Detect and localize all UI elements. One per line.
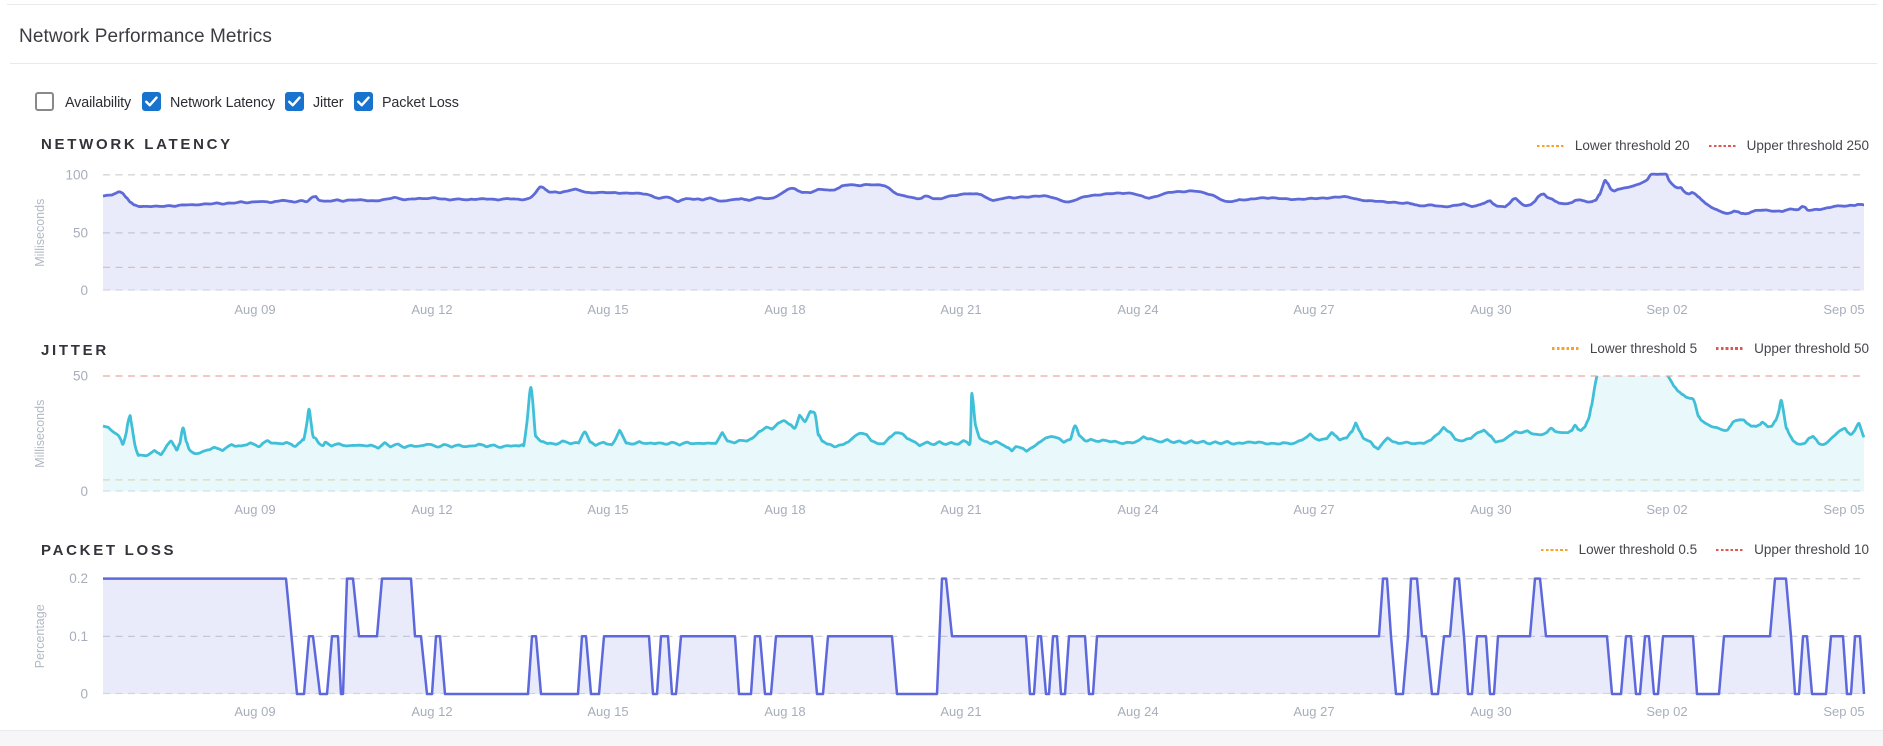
svg-text:Milliseconds: Milliseconds bbox=[33, 199, 47, 267]
svg-text:Aug 30: Aug 30 bbox=[1470, 704, 1511, 719]
svg-text:Sep 02: Sep 02 bbox=[1646, 502, 1687, 517]
svg-text:0: 0 bbox=[80, 283, 88, 298]
svg-text:0.1: 0.1 bbox=[69, 629, 88, 644]
svg-text:0: 0 bbox=[80, 484, 88, 499]
svg-text:Sep 05: Sep 05 bbox=[1823, 502, 1864, 517]
svg-text:Aug 18: Aug 18 bbox=[764, 302, 805, 317]
svg-text:Sep 02: Sep 02 bbox=[1646, 704, 1687, 719]
svg-text:Aug 15: Aug 15 bbox=[587, 502, 628, 517]
svg-text:Aug 12: Aug 12 bbox=[411, 302, 452, 317]
svg-text:Aug 09: Aug 09 bbox=[234, 704, 275, 719]
svg-text:Sep 05: Sep 05 bbox=[1823, 302, 1864, 317]
svg-text:50: 50 bbox=[73, 225, 88, 240]
svg-text:50: 50 bbox=[73, 369, 88, 384]
svg-text:Aug 30: Aug 30 bbox=[1470, 502, 1511, 517]
svg-text:Aug 30: Aug 30 bbox=[1470, 302, 1511, 317]
svg-text:Aug 27: Aug 27 bbox=[1293, 302, 1334, 317]
svg-text:Aug 12: Aug 12 bbox=[411, 704, 452, 719]
svg-text:100: 100 bbox=[65, 167, 88, 182]
svg-text:Aug 09: Aug 09 bbox=[234, 502, 275, 517]
svg-text:Aug 27: Aug 27 bbox=[1293, 502, 1334, 517]
svg-text:Milliseconds: Milliseconds bbox=[33, 400, 47, 468]
svg-text:Aug 15: Aug 15 bbox=[587, 302, 628, 317]
svg-text:Aug 21: Aug 21 bbox=[940, 302, 981, 317]
svg-text:Sep 05: Sep 05 bbox=[1823, 704, 1864, 719]
svg-text:0.2: 0.2 bbox=[69, 571, 88, 586]
svg-text:Aug 24: Aug 24 bbox=[1117, 704, 1158, 719]
svg-text:Aug 12: Aug 12 bbox=[411, 502, 452, 517]
svg-text:Aug 15: Aug 15 bbox=[587, 704, 628, 719]
svg-text:Aug 24: Aug 24 bbox=[1117, 502, 1158, 517]
svg-text:Sep 02: Sep 02 bbox=[1646, 302, 1687, 317]
svg-text:Aug 09: Aug 09 bbox=[234, 302, 275, 317]
svg-text:Aug 27: Aug 27 bbox=[1293, 704, 1334, 719]
svg-text:Aug 21: Aug 21 bbox=[940, 704, 981, 719]
svg-text:Aug 18: Aug 18 bbox=[764, 704, 805, 719]
svg-text:Aug 24: Aug 24 bbox=[1117, 302, 1158, 317]
svg-text:Aug 21: Aug 21 bbox=[940, 502, 981, 517]
svg-text:Aug 18: Aug 18 bbox=[764, 502, 805, 517]
svg-text:0: 0 bbox=[80, 687, 88, 702]
svg-text:Percentage: Percentage bbox=[33, 604, 47, 668]
